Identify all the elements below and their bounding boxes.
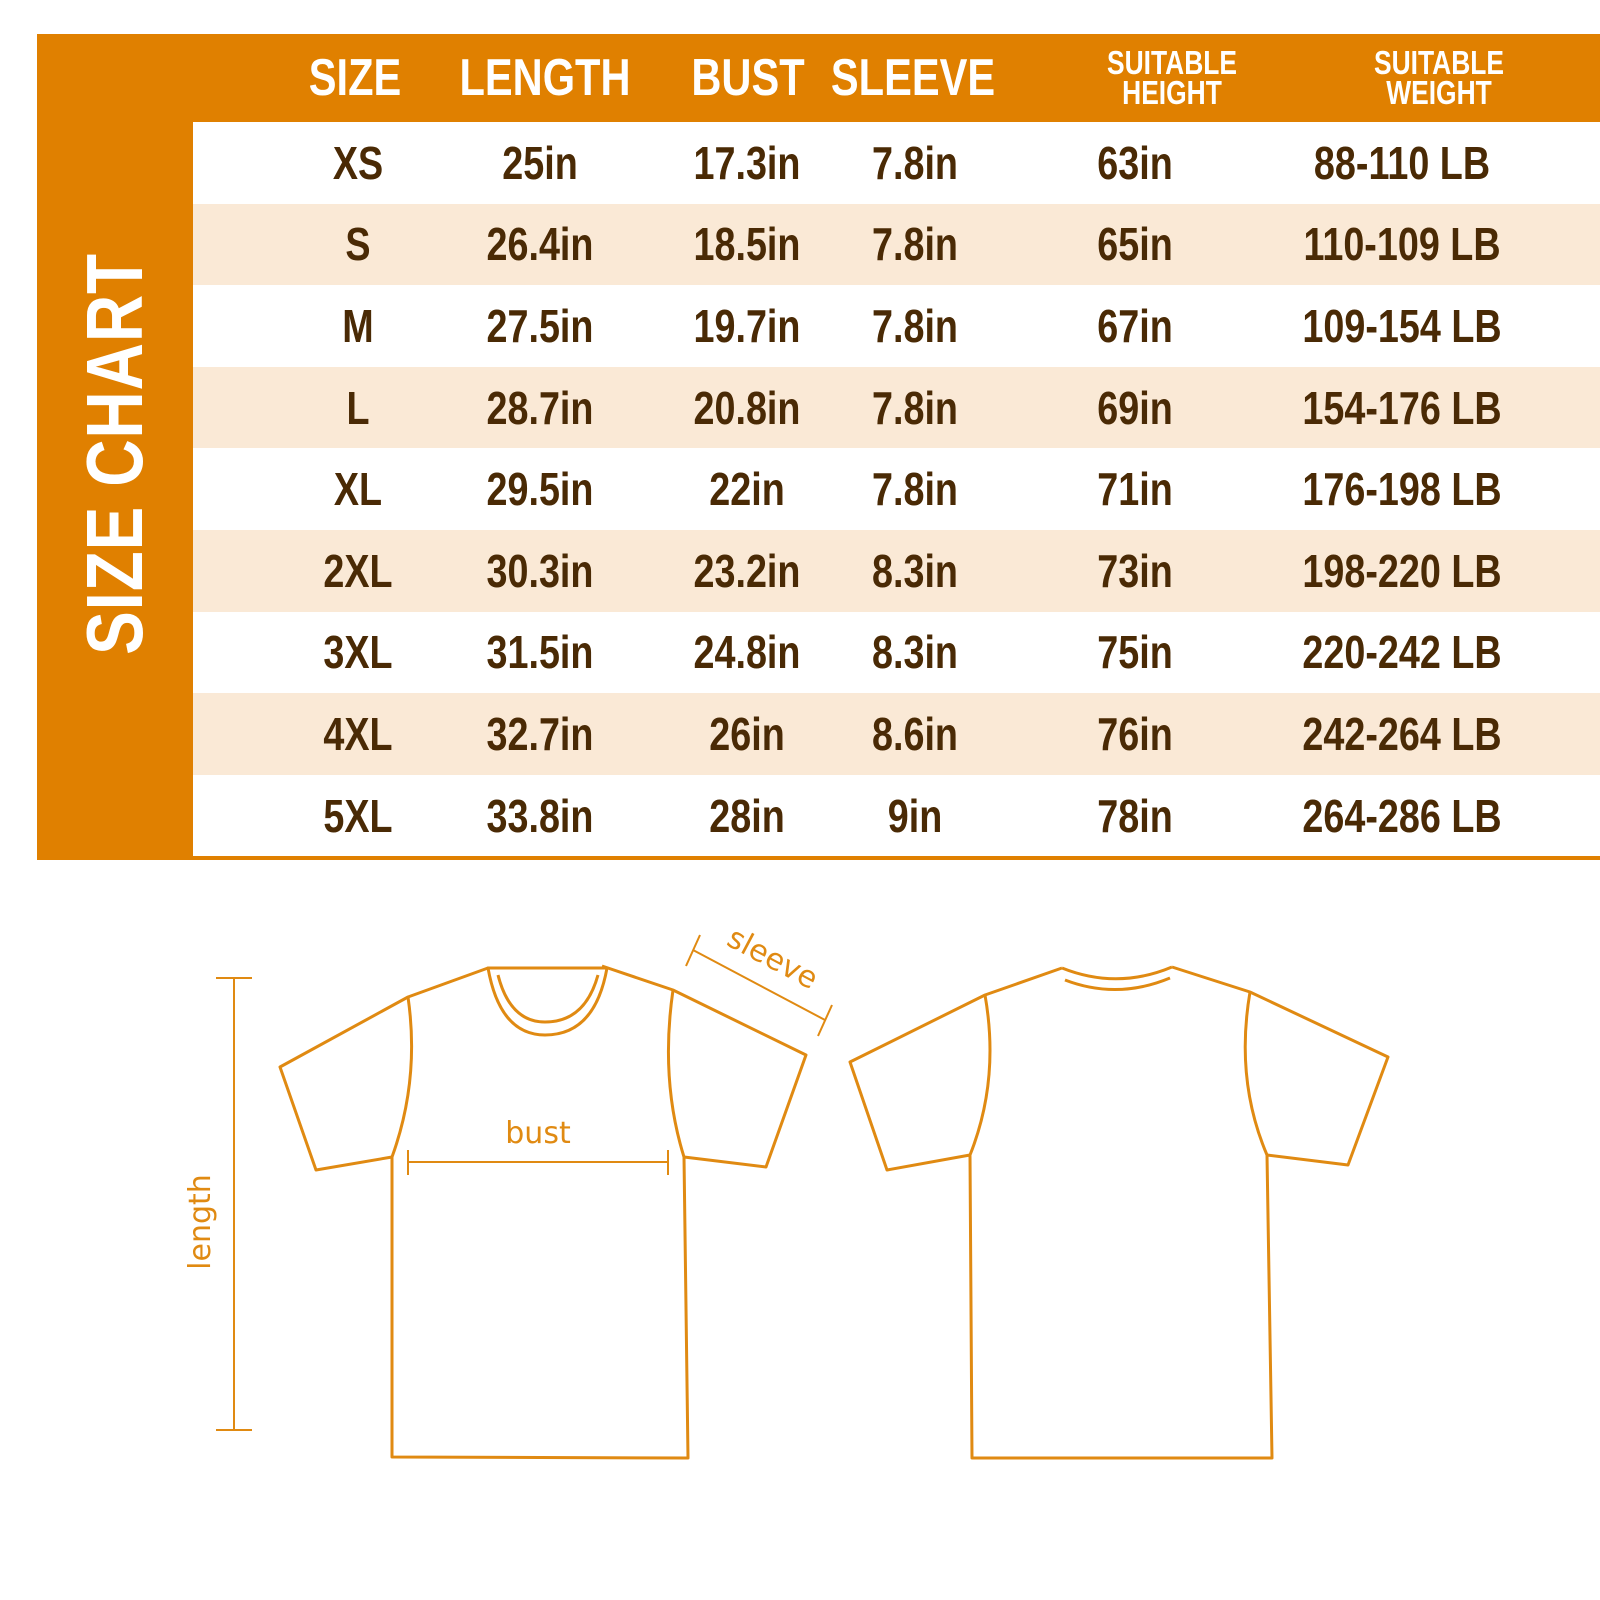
cell-bust: 17.3in	[693, 136, 801, 189]
cell-sleeve: 8.3in	[872, 544, 958, 597]
table-row: M 27.5in 19.7in 7.8in 67in 109-154 LB	[193, 285, 1600, 367]
cell-size: 3XL	[323, 626, 393, 679]
cell-bust: 19.7in	[693, 299, 801, 352]
chart-title: SIZE CHART	[70, 253, 159, 655]
tshirt-diagram: bust length sleeve	[183, 920, 1390, 1460]
cell-sleeve: 8.6in	[872, 707, 958, 760]
cell-bust: 22in	[709, 463, 785, 516]
cell-weight: 220-242 LB	[1302, 626, 1502, 679]
table-row: 5XL 33.8in 28in 9in 78in 264-286 LB	[193, 774, 1600, 857]
cell-bust: 28in	[709, 789, 785, 842]
cell-sleeve: 7.8in	[872, 299, 958, 352]
cell-height: 73in	[1097, 544, 1173, 597]
cell-weight: 109-154 LB	[1302, 299, 1502, 352]
table-body: XS 25in 17.3in 7.8in 63in 88-110 LB S 26.4in 18.…	[193, 122, 1600, 857]
cell-bust: 26in	[709, 707, 785, 760]
size-chart: SIZE CHART SIZE LENGTH BUST SLEEVE SUITA…	[37, 34, 1600, 860]
cell-weight: 176-198 LB	[1302, 463, 1502, 516]
cell-sleeve: 8.3in	[872, 626, 958, 679]
cell-length: 29.5in	[486, 463, 594, 516]
cell-length: 32.7in	[486, 707, 594, 760]
header-sleeve: SLEEVE	[830, 49, 996, 107]
cell-size: M	[342, 299, 374, 352]
cell-size: XS	[332, 136, 384, 189]
cell-weight: 154-176 LB	[1302, 381, 1502, 434]
cell-length: 28.7in	[486, 381, 594, 434]
table-row: 4XL 32.7in 26in 8.6in 76in 242-264 LB	[193, 693, 1600, 775]
cell-height: 78in	[1097, 789, 1173, 842]
cell-sleeve: 9in	[887, 789, 943, 842]
cell-length: 26.4in	[486, 218, 594, 271]
cell-weight: 242-264 LB	[1302, 707, 1502, 760]
cell-size: 5XL	[323, 789, 393, 842]
cell-bust: 24.8in	[693, 626, 801, 679]
cell-length: 33.8in	[486, 789, 594, 842]
cell-height: 63in	[1097, 136, 1173, 189]
cell-height: 75in	[1097, 626, 1173, 679]
table-row: S 26.4in 18.5in 7.8in 65in 110-109 LB	[193, 203, 1600, 286]
table-row: 3XL 31.5in 24.8in 8.3in 75in 220-242 LB	[193, 611, 1600, 694]
measure-lines	[216, 934, 833, 1431]
cell-bust: 20.8in	[693, 381, 801, 434]
cell-sleeve: 7.8in	[872, 218, 958, 271]
cell-length: 27.5in	[486, 299, 594, 352]
cell-size: 2XL	[323, 544, 393, 597]
table-header: SIZE LENGTH BUST SLEEVE SUITABLE HEIGHT …	[193, 34, 1600, 122]
cell-weight: 264-286 LB	[1302, 789, 1502, 842]
cell-bust: 23.2in	[693, 544, 801, 597]
cell-length: 25in	[502, 136, 578, 189]
cell-bust: 18.5in	[693, 218, 801, 271]
cell-size: 4XL	[323, 707, 393, 760]
table-row: L 28.7in 20.8in 7.8in 69in 154-176 LB	[193, 366, 1600, 449]
cell-weight: 198-220 LB	[1302, 544, 1502, 597]
cell-sleeve: 7.8in	[872, 381, 958, 434]
front-tshirt-icon	[278, 964, 808, 1460]
cell-height: 67in	[1097, 299, 1173, 352]
cell-height: 65in	[1097, 218, 1173, 271]
header-length: LENGTH	[459, 49, 631, 107]
cell-size: XL	[333, 463, 383, 516]
table-row: 2XL 30.3in 23.2in 8.3in 73in 198-220 LB	[193, 529, 1600, 612]
cell-height: 76in	[1097, 707, 1173, 760]
header-bust: BUST	[691, 49, 805, 107]
back-tshirt-icon	[848, 965, 1390, 1460]
cell-size: L	[346, 381, 370, 434]
cell-sleeve: 7.8in	[872, 463, 958, 516]
cell-weight: 88-110 LB	[1313, 136, 1491, 189]
table-row: XL 29.5in 22in 7.8in 71in 176-198 LB	[193, 448, 1600, 530]
bust-label: bust	[505, 1116, 571, 1151]
cell-weight: 110-109 LB	[1303, 218, 1501, 271]
side-panel: SIZE CHART	[37, 34, 193, 860]
header-suitable-height: SUITABLE HEIGHT	[1106, 44, 1238, 111]
cell-sleeve: 7.8in	[872, 136, 958, 189]
sleeve-label: sleeve	[721, 920, 823, 996]
cell-length: 30.3in	[486, 544, 594, 597]
header-suitable-weight: SUITABLE WEIGHT	[1373, 44, 1505, 111]
length-label: length	[183, 1174, 218, 1270]
cell-height: 69in	[1097, 381, 1173, 434]
table-row: XS 25in 17.3in 7.8in 63in 88-110 LB	[193, 122, 1600, 204]
cell-size: S	[345, 218, 371, 271]
cell-length: 31.5in	[486, 626, 594, 679]
cell-height: 71in	[1097, 463, 1173, 516]
header-size: SIZE	[308, 49, 402, 107]
